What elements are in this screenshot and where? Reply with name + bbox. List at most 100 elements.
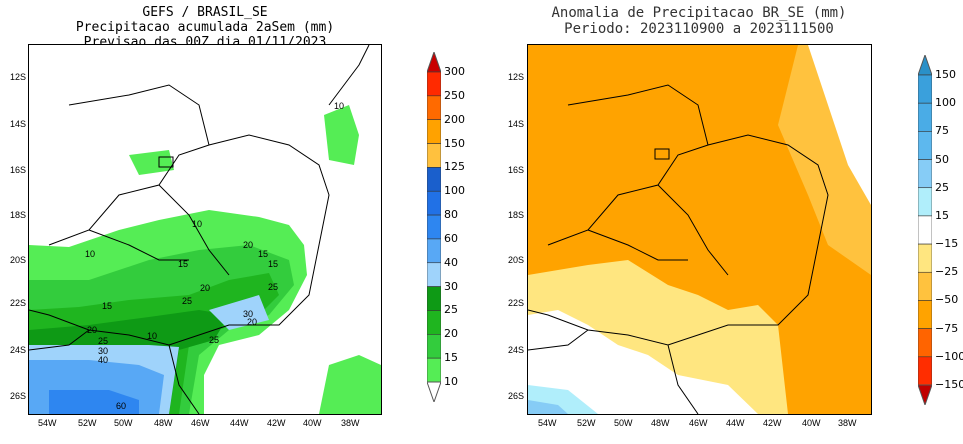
contour-label: 10 <box>147 331 158 341</box>
lat-tick: 12S <box>508 72 525 82</box>
colorbar-segment <box>427 238 441 264</box>
colorbar-label: 125 <box>444 160 465 174</box>
lat-tick: 16S <box>10 165 27 175</box>
colorbar-label: 150 <box>935 68 956 81</box>
federal-district <box>654 148 670 160</box>
contour-label: 25 <box>209 335 220 345</box>
title-line: Periodo: 2023110900 a 2023111500 <box>564 21 834 37</box>
colorbar-label: 20 <box>444 327 458 341</box>
colorbar-label: 200 <box>444 112 465 126</box>
lon-tick: 38W <box>341 418 360 428</box>
colorbar-segment <box>918 356 932 386</box>
contour-label: 30 <box>98 346 109 356</box>
colorbar-top-arrow <box>918 55 932 76</box>
colorbar-segment <box>918 243 932 273</box>
lon-tick: 50W <box>114 418 133 428</box>
colorbar-segment <box>427 95 441 120</box>
colorbar-label: 15 <box>444 351 458 365</box>
precipitation-map <box>28 44 382 415</box>
precip-10-coast <box>324 105 359 165</box>
contour-label: 40 <box>98 355 109 365</box>
lat-tick: 16S <box>508 165 525 175</box>
contour-label: 15 <box>268 259 279 269</box>
colorbar-segment <box>427 262 441 287</box>
colorbar-label: −15 <box>935 237 959 251</box>
anomaly-pos25-sw <box>528 400 568 414</box>
colorbar-label: 25 <box>444 303 458 317</box>
colorbar-label: 50 <box>935 152 949 166</box>
colorbar-label: 250 <box>444 88 465 102</box>
lon-tick: 44W <box>230 418 249 428</box>
colorbar-segment <box>427 167 441 192</box>
contour-label: 10 <box>334 101 345 111</box>
colorbar-bottom-arrow <box>427 381 441 402</box>
colorbar-label: 100 <box>444 184 465 198</box>
colorbar-segment <box>427 119 441 144</box>
colorbar-top-arrow <box>427 52 441 73</box>
lat-tick: 24S <box>10 345 27 355</box>
lat-tick: 12S <box>10 72 27 82</box>
lon-tick: 44W <box>726 418 745 428</box>
lat-tick: 18S <box>508 210 525 220</box>
contour-label: 60 <box>116 401 127 411</box>
colorbar-label: −150 <box>935 378 963 391</box>
colorbar-segment <box>918 215 932 245</box>
contour-label: 20 <box>200 283 211 293</box>
lon-tick: 46W <box>689 418 708 428</box>
colorbar-bottom-arrow <box>918 384 932 405</box>
colorbar-segment <box>918 131 932 160</box>
contour-label: 25 <box>182 296 193 306</box>
colorbar-label: −100 <box>935 349 963 363</box>
lon-tick: 40W <box>303 418 322 428</box>
contour-label: 20 <box>243 240 254 250</box>
colorbar-label: −75 <box>935 321 959 335</box>
colorbar-label: −50 <box>935 293 959 307</box>
contour-label: 15 <box>102 301 113 311</box>
colorbar-segment <box>427 214 441 240</box>
contour-label: 20 <box>87 325 98 335</box>
precip-10-patch <box>129 150 174 175</box>
colorbar-label: 150 <box>444 136 465 150</box>
colorbar-label: 80 <box>444 208 458 222</box>
lon-tick: 48W <box>651 418 670 428</box>
colorbar-segment <box>918 187 932 217</box>
anomaly-neutral-east <box>808 45 871 205</box>
lat-tick: 26S <box>10 391 27 401</box>
anomaly-neutral-south <box>528 310 758 414</box>
colorbar-label: 10 <box>444 375 458 388</box>
contour-label: 10 <box>85 249 96 259</box>
colorbar-label: 75 <box>935 124 949 138</box>
lat-tick: 20S <box>10 255 27 265</box>
lon-tick: 40W <box>802 418 821 428</box>
colorbar-segment <box>918 74 932 104</box>
colorbar-label: 40 <box>444 255 458 269</box>
lat-tick: 26S <box>508 391 525 401</box>
colorbar-segment <box>918 271 932 301</box>
anomaly-map <box>527 44 872 415</box>
lon-tick: 38W <box>838 418 857 428</box>
lat-tick: 22S <box>508 298 525 308</box>
lon-tick: 42W <box>763 418 782 428</box>
left-colorbar <box>427 52 441 402</box>
colorbar-segment <box>918 300 932 329</box>
title-line: Anomalia de Precipitacao BR_SE (mm) <box>551 5 847 21</box>
lon-tick: 50W <box>614 418 633 428</box>
colorbar-segment <box>427 190 441 216</box>
lat-tick: 20S <box>508 255 525 265</box>
right-colorbar <box>918 55 932 405</box>
colorbar-label: 25 <box>935 180 949 194</box>
contour-label: 30 <box>243 309 254 319</box>
contour-label: 20 <box>247 317 258 327</box>
lon-tick: 52W <box>577 418 596 428</box>
colorbar-segment <box>427 143 441 168</box>
contour-label: 10 <box>192 219 203 229</box>
colorbar-segment <box>427 334 441 359</box>
contour-label: 15 <box>258 249 269 259</box>
colorbar-segment <box>427 71 441 97</box>
lat-tick: 14S <box>508 119 525 129</box>
lon-tick: 54W <box>538 418 557 428</box>
lat-tick: 14S <box>10 119 27 129</box>
colorbar-segment <box>427 286 441 311</box>
colorbar-label: −25 <box>935 265 959 279</box>
contour-label: 25 <box>268 282 279 292</box>
